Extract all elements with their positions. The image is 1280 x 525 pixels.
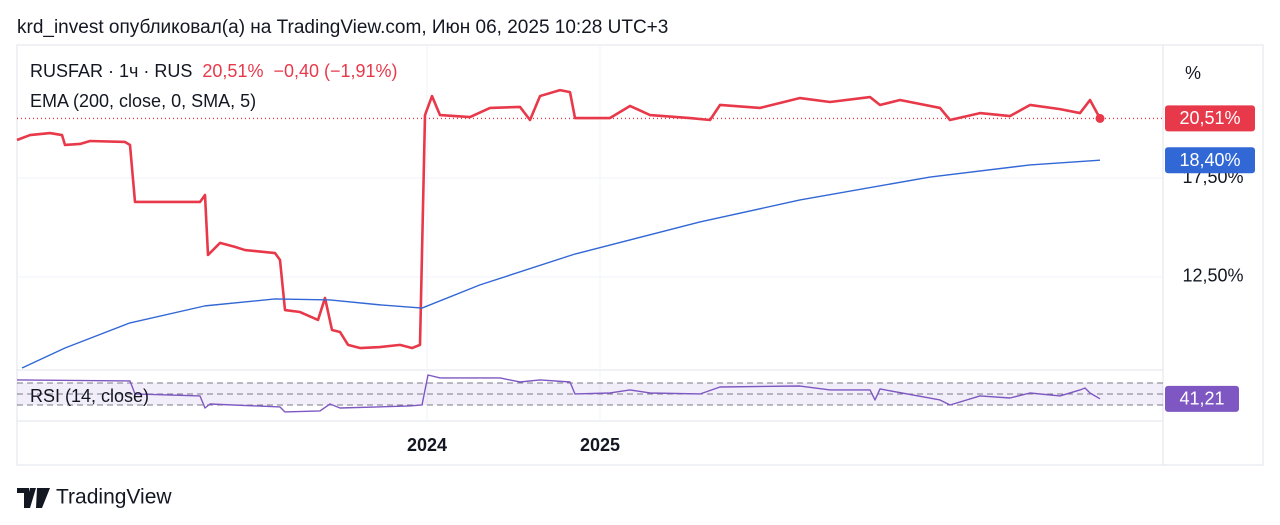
last-value-label: 41,21 <box>1179 389 1224 409</box>
x-tick-label: 2025 <box>580 435 620 455</box>
x-tick-label: 2024 <box>407 435 447 455</box>
legend-symbol: RUSFAR · 1ч · RUS <box>30 61 192 81</box>
scale-button-label[interactable]: % <box>1185 63 1201 83</box>
y-tick-label: 12,50% <box>1182 266 1243 286</box>
logo-text: TradingView <box>56 486 172 509</box>
header: krd_invest опубликовал(а) на TradingView… <box>17 17 668 38</box>
legend-rsi: RSI (14, close) <box>30 386 149 406</box>
last-value-tag <box>1165 147 1255 174</box>
logo: TradingView <box>17 486 172 509</box>
logo-mark <box>17 488 50 508</box>
legend: RUSFAR · 1ч · RUS 20,51% −0,40 (−1,91%) <box>30 61 398 81</box>
legend-ema: EMA (200, close, 0, SMA, 5) <box>30 91 256 111</box>
scale-button[interactable] <box>1170 52 1256 96</box>
last-value-tag <box>1165 385 1239 412</box>
series-line <box>21 159 1101 369</box>
series-line <box>16 88 1102 350</box>
legend-last: 20,51% <box>202 61 263 81</box>
series-line <box>16 374 1101 413</box>
last-value-label: 18,40% <box>1179 150 1240 170</box>
last-value-label: 20,51% <box>1179 108 1240 128</box>
last-value-tag <box>1165 105 1255 132</box>
last-point <box>1095 113 1105 123</box>
legend-change: −0,40 (−1,91%) <box>273 61 397 81</box>
